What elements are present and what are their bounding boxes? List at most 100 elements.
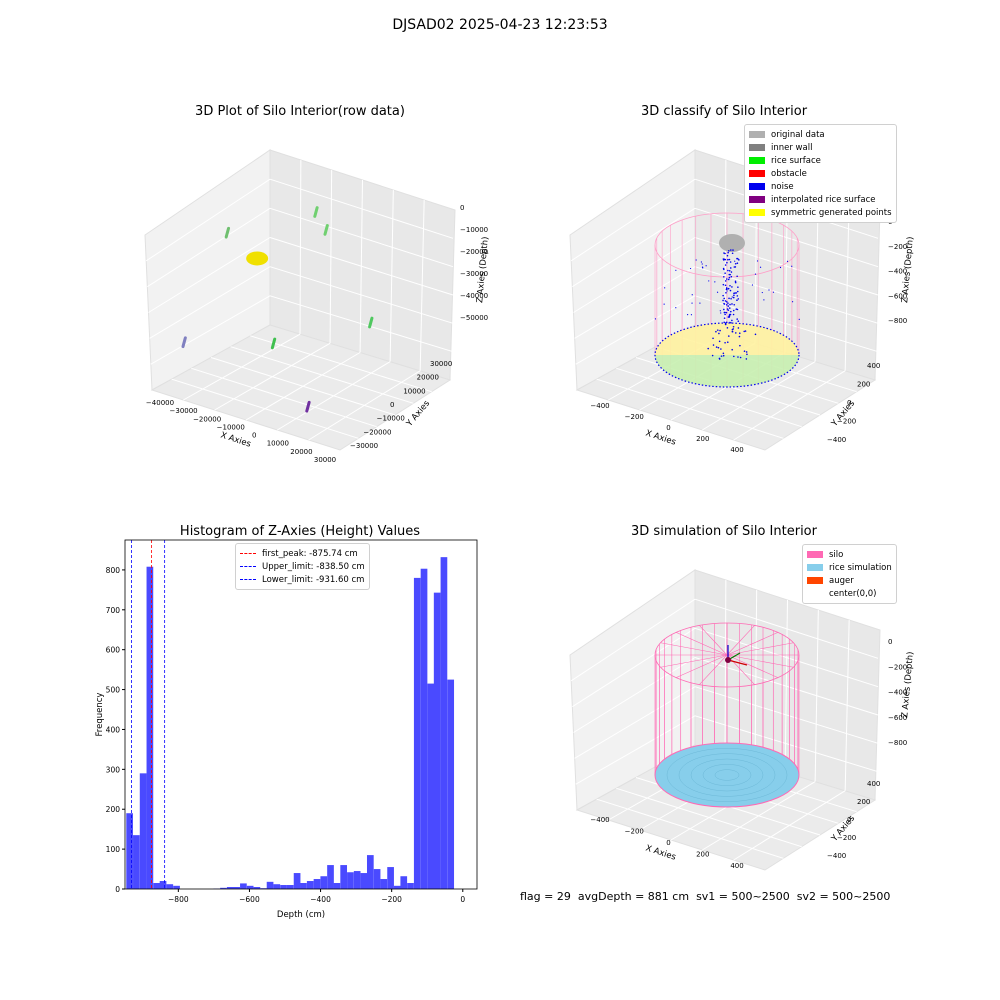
simulation-silo-spoke: [675, 654, 728, 678]
legend-histogram-item: Upper_limit: -838.50 cm: [240, 560, 365, 573]
classify-noise-point: [745, 351, 748, 353]
raw-y-tick: 30000: [430, 360, 452, 368]
classify-noise-point: [736, 262, 739, 265]
raw-point: [270, 337, 277, 350]
classify-noise-point: [759, 266, 762, 268]
histogram-bar: [233, 887, 240, 889]
classify-noise-point: [763, 299, 765, 301]
classify-grid-line: [573, 237, 696, 313]
simulation-grid-line: [574, 686, 696, 759]
legend-swatch: [749, 170, 765, 177]
legend-label: Lower_limit: -931.60 cm: [262, 574, 365, 585]
legend-swatch: [749, 144, 765, 151]
raw-grid-line: [145, 178, 271, 262]
classify-noise-point: [722, 299, 724, 302]
histogram-bar: [133, 835, 140, 889]
classify-noise-point: [791, 301, 794, 303]
histogram-bar: [273, 884, 281, 889]
classify-noise-point: [687, 314, 689, 316]
classify-noise-point: [734, 280, 737, 283]
histogram-bar: [139, 773, 147, 889]
classify-noise-point: [723, 276, 725, 278]
classify-noise-point: [734, 260, 736, 262]
classify-x-tick: −200: [625, 413, 644, 421]
classify-noise-point: [729, 284, 731, 287]
classify-grid-line: [694, 266, 879, 324]
histogram-bar: [427, 683, 435, 889]
classify-x-label: X Axies: [644, 428, 677, 447]
simulation-y-tick: −200: [837, 834, 856, 842]
simulation-y-tick: 0: [847, 816, 851, 824]
classify-noise-point: [732, 313, 735, 316]
classify-noise-point: [719, 329, 721, 332]
classify-noise-point: [724, 280, 727, 282]
classify-noise-point: [728, 307, 731, 309]
simulation-silo-spoke: [726, 654, 779, 678]
classify-grid-line: [572, 207, 696, 288]
classify-noise-point: [736, 299, 738, 301]
raw-z-label: Z Axies (Depth): [475, 236, 491, 303]
classify-noise-point: [727, 302, 729, 304]
classify-noise-point: [744, 330, 747, 332]
raw-x-tick: −40000: [146, 399, 174, 407]
legend-label: interpolated rice surface: [771, 194, 876, 205]
classify-noise-point: [690, 314, 693, 316]
classify-z-tick: −600: [888, 292, 907, 300]
classify-noise-point: [725, 321, 728, 324]
classify-noise-point: [729, 289, 732, 292]
histogram-bar: [173, 885, 180, 889]
classify-noise-point: [798, 318, 800, 320]
histogram-bar: [300, 883, 307, 889]
classify-noise-point: [729, 321, 731, 323]
raw-y-tick: −30000: [350, 442, 378, 450]
raw-x-tick: 20000: [290, 448, 312, 456]
classify-noise-point: [705, 265, 707, 267]
histogram-x-tick: −600: [239, 895, 260, 904]
classify-noise-point: [779, 266, 782, 269]
histogram-bar: [413, 577, 421, 889]
classify-noise-point: [739, 356, 742, 359]
histogram-bar: [360, 873, 368, 889]
classify-original-cluster: [719, 234, 745, 252]
classify-noise-point: [654, 318, 657, 320]
histogram-bar: [447, 679, 455, 889]
classify-y-tick: −400: [827, 436, 846, 444]
simulation-z-tick: 0: [888, 638, 892, 646]
classify-noise-point: [739, 344, 741, 347]
classify-noise-point: [722, 283, 725, 286]
raw-point: [305, 400, 311, 413]
classify-noise-point: [726, 261, 728, 264]
histogram-bar: [166, 884, 174, 889]
raw-point: [313, 206, 319, 218]
simulation-grid-line: [694, 627, 879, 688]
simulation-x-tick: 400: [730, 862, 743, 870]
classify-noise-point: [734, 332, 737, 334]
classify-noise-point: [715, 346, 718, 348]
legend-swatch: [807, 590, 823, 597]
legend-label: silo: [829, 549, 844, 560]
classify-noise-point: [727, 258, 729, 261]
classify-noise-point: [791, 265, 793, 267]
classify-noise-point: [729, 261, 732, 263]
classify-noise-point: [699, 302, 701, 304]
classify-y-tick: −200: [837, 418, 856, 426]
classify-noise-point: [745, 358, 748, 360]
classify-noise-point: [730, 322, 732, 324]
histogram-y-tick: 400: [106, 725, 121, 734]
histogram-y-tick: 0: [115, 885, 120, 894]
legend-classify-item: obstacle: [749, 167, 892, 180]
legend-classify: original data inner wall rice surface obsta…: [744, 124, 897, 223]
simulation-silo-spoke: [726, 632, 779, 656]
classify-y-tick: 0: [847, 399, 851, 407]
raw-y-tick: 20000: [417, 374, 439, 382]
histogram-bar: [440, 557, 448, 889]
raw-point: [368, 316, 374, 329]
classify-noise-point: [738, 335, 741, 338]
classify-symmetric-surface: [655, 323, 799, 355]
classify-noise-point: [736, 295, 739, 297]
histogram-bar: [353, 871, 361, 889]
raw-point: [181, 336, 187, 349]
classify-noise-point: [724, 313, 726, 316]
classify-noise-point: [734, 281, 737, 284]
histogram-bar: [146, 566, 154, 889]
